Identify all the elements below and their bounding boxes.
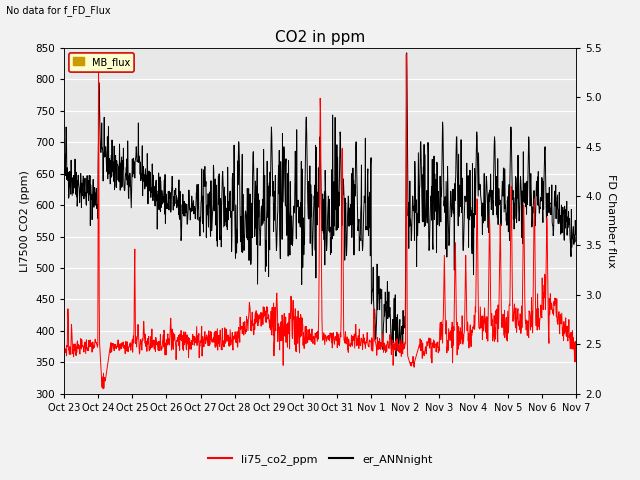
Text: No data for f_FD_Flux: No data for f_FD_Flux	[6, 5, 111, 16]
Legend: li75_co2_ppm, er_ANNnight: li75_co2_ppm, er_ANNnight	[204, 450, 436, 469]
Y-axis label: FD Chamber flux: FD Chamber flux	[605, 174, 616, 268]
Title: CO2 in ppm: CO2 in ppm	[275, 30, 365, 46]
Y-axis label: LI7500 CO2 (ppm): LI7500 CO2 (ppm)	[20, 170, 29, 272]
Legend: MB_flux: MB_flux	[69, 53, 134, 72]
